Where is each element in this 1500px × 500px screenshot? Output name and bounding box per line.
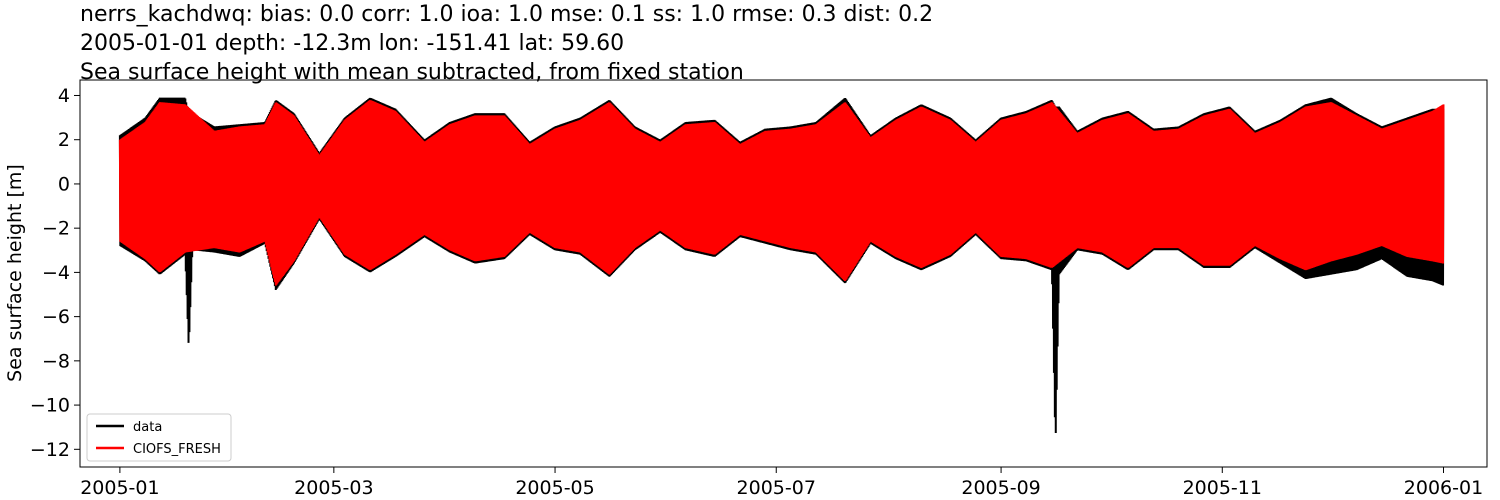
- x-tick-label: 2005-01: [80, 477, 159, 499]
- series-line-ciofs-fresh: [118, 100, 1445, 286]
- x-axis: 2005-01 2005-03 2005-05 2005-07 2005-09 2005-…: [80, 467, 1483, 499]
- y-tick-label: 0: [58, 173, 70, 195]
- chart-title-description: Sea surface height with mean subtracted,…: [80, 60, 744, 85]
- chart-title-stats: nerrs_kachdwq: bias: 0.0 corr: 1.0 ioa: …: [80, 2, 934, 27]
- y-tick-label: 2: [58, 129, 70, 151]
- legend-label-ciofs-fresh: CIOFS_FRESH: [133, 442, 221, 457]
- y-tick-label: −4: [42, 262, 70, 284]
- x-tick-label: 2005-11: [1183, 477, 1262, 499]
- y-tick-label: 4: [58, 85, 70, 107]
- y-tick-label: −2: [42, 218, 70, 240]
- plot-frame: [79, 79, 1488, 468]
- y-tick-label: −10: [30, 395, 70, 417]
- x-tick-label: 2005-03: [294, 477, 373, 499]
- chart-title-station-info: 2005-01-01 depth: -12.3m lon: -151.41 la…: [80, 31, 625, 56]
- series-layer: [118, 97, 1445, 433]
- y-axis: 4 2 0 −2 −4 −6 −8 −10 −12: [30, 85, 80, 461]
- y-tick-label: −6: [42, 306, 70, 328]
- y-tick-label: −12: [30, 439, 70, 461]
- x-tick-label: 2006-01: [1404, 477, 1483, 499]
- x-tick-label: 2005-07: [737, 477, 816, 499]
- legend-label-data: data: [133, 420, 162, 435]
- chart-title-block: nerrs_kachdwq: bias: 0.0 corr: 1.0 ioa: …: [80, 0, 1480, 87]
- x-tick-label: 2005-05: [515, 477, 594, 499]
- legend: data CIOFS_FRESH: [86, 413, 232, 462]
- y-axis-label: Sea surface height [m]: [4, 164, 26, 382]
- x-tick-label: 2005-09: [961, 477, 1040, 499]
- y-tick-label: −8: [42, 350, 70, 372]
